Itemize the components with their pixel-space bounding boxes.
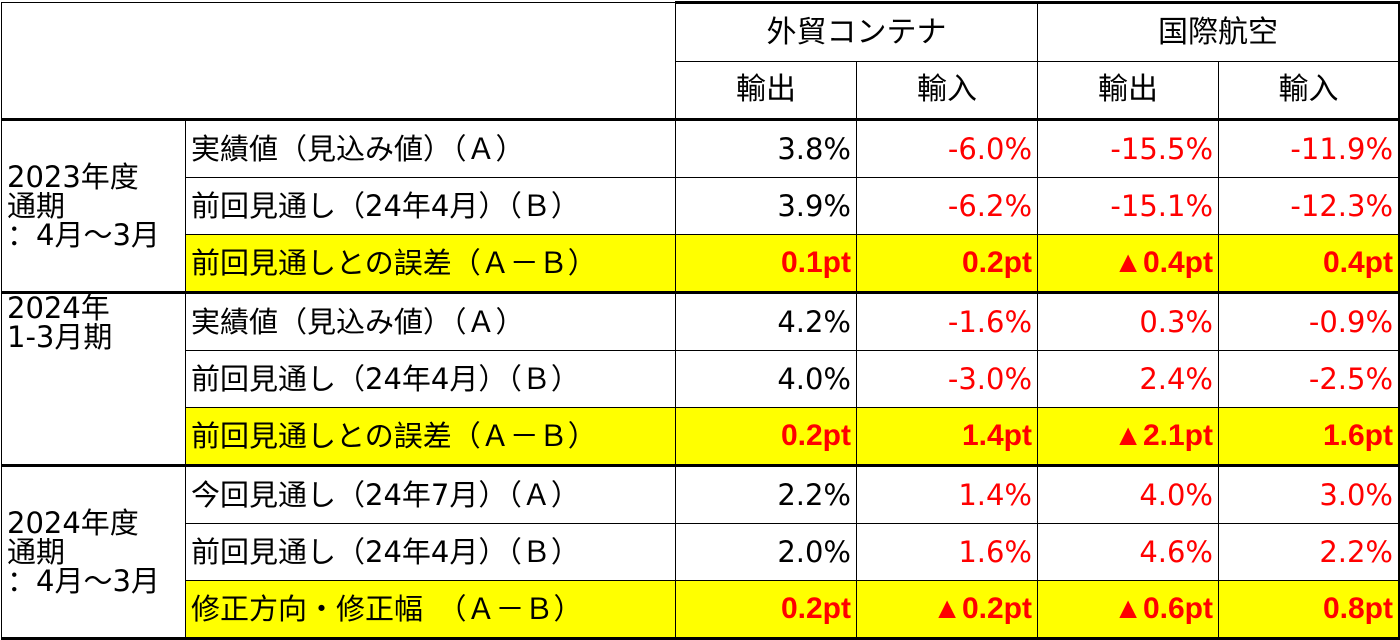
table-row-difference: 前回見通しとの誤差（Ａ－Ｂ） 0.1pt 0.2pt ▲0.4pt 0.4pt [2, 234, 1400, 293]
value-cell: -6.0% [856, 118, 1038, 178]
header-container-export: 輸出 [675, 61, 857, 120]
value-cell: 1.6% [856, 523, 1038, 581]
period-line: ：4月～3月 [7, 217, 160, 252]
diff-value-cell: 0.2pt [856, 234, 1038, 293]
row-label: 前回見通しとの誤差（Ａ－Ｂ） [185, 407, 676, 466]
value-cell: 3.9% [675, 177, 857, 235]
diff-value-cell: 0.2pt [675, 580, 857, 640]
period-line: 2024年度 [7, 505, 139, 540]
value-cell: 0.3% [1037, 291, 1219, 351]
diff-value-cell: 1.6pt [1218, 407, 1400, 466]
value-cell: -1.6% [856, 291, 1038, 351]
diff-value-cell: ▲0.2pt [856, 580, 1038, 640]
diff-value-cell: 1.4pt [856, 407, 1038, 466]
row-label: 前回見通しとの誤差（Ａ－Ｂ） [185, 234, 676, 293]
value-cell: 4.2% [675, 291, 857, 351]
value-cell: -0.9% [1218, 291, 1400, 351]
header-group-container: 外貿コンテナ [675, 1, 1038, 62]
table-row: 前回見通し（24年4月）（Ｂ） 3.9% -6.2% -15.1% -12.3% [2, 177, 1400, 235]
diff-value-cell: ▲2.1pt [1037, 407, 1219, 466]
value-cell: 2.0% [675, 523, 857, 581]
value-cell: 2.2% [1218, 523, 1400, 581]
header-group-air: 国際航空 [1037, 1, 1400, 62]
header-container-import: 輸入 [856, 61, 1038, 120]
value-cell: 3.8% [675, 118, 857, 178]
table-row: 2023年度 通期 ：4月～3月 実績値（見込み値）（Ａ） 3.8% -6.0%… [1, 118, 1400, 293]
value-cell: 4.6% [1037, 523, 1219, 581]
value-cell: -2.5% [1218, 350, 1400, 408]
table-row: 2024年 1-3月期 実績値（見込み値）（Ａ） 4.2% -1.6% 0.3%… [1, 291, 1400, 466]
value-cell: -12.3% [1218, 177, 1400, 235]
header-air-export: 輸出 [1037, 61, 1219, 120]
diff-value-cell: ▲0.4pt [1037, 234, 1219, 293]
table-row-difference: 修正方向・修正幅 （Ａ－Ｂ） 0.2pt ▲0.2pt ▲0.6pt 0.8pt [2, 580, 1400, 640]
period-line: 2023年度 [7, 159, 139, 194]
value-cell: -11.9% [1218, 118, 1400, 178]
value-cell: -3.0% [856, 350, 1038, 408]
row-label: 前回見通し（24年4月）（Ｂ） [185, 350, 676, 408]
value-cell: -15.1% [1037, 177, 1219, 235]
value-cell: 4.0% [675, 350, 857, 408]
value-cell: 1.4% [856, 464, 1038, 524]
value-cell: -15.5% [1037, 118, 1219, 178]
value-cell: -6.2% [856, 177, 1038, 235]
row-label: 前回見通し（24年4月）（Ｂ） [185, 523, 676, 581]
row-label: 実績値（見込み値）（Ａ） [185, 118, 676, 178]
row-label: 前回見通し（24年4月）（Ｂ） [185, 177, 676, 235]
diff-value-cell: 0.4pt [1218, 234, 1400, 293]
value-cell: 4.0% [1037, 464, 1219, 524]
table-row: 前回見通し（24年4月）（Ｂ） 4.0% -3.0% 2.4% -2.5% [2, 350, 1400, 408]
row-label: 今回見通し（24年7月）（Ａ） [185, 464, 676, 524]
period-line: 通期 [7, 188, 66, 223]
period-cell: 2023年度 通期 ：4月～3月 [1, 118, 186, 293]
value-cell: 2.4% [1037, 350, 1219, 408]
header-corner [1, 2, 676, 120]
period-line: 1-3月期 [7, 320, 113, 354]
diff-value-cell: 0.2pt [675, 407, 857, 466]
row-label: 修正方向・修正幅 （Ａ－Ｂ） [185, 580, 676, 640]
row-label: 実績値（見込み値）（Ａ） [185, 291, 676, 351]
diff-value-cell: ▲0.6pt [1037, 580, 1219, 640]
table-row: 前回見通し（24年4月）（Ｂ） 2.0% 1.6% 4.6% 2.2% [2, 523, 1400, 581]
diff-value-cell: 0.8pt [1218, 580, 1400, 640]
header-row-groups: 外貿コンテナ 国際航空 [1, 1, 1400, 120]
value-cell: 2.2% [675, 464, 857, 524]
period-line: 通期 [7, 534, 66, 569]
period-line: 2024年 [7, 292, 110, 325]
period-cell: 2024年度 通期 ：4月～3月 [1, 464, 186, 640]
table-row-difference: 前回見通しとの誤差（Ａ－Ｂ） 0.2pt 1.4pt ▲2.1pt 1.6pt [2, 407, 1400, 466]
header-air-import: 輸入 [1218, 61, 1400, 120]
period-cell: 2024年 1-3月期 [1, 291, 186, 466]
value-cell: 3.0% [1218, 464, 1400, 524]
period-line: ：4月～3月 [7, 563, 160, 598]
diff-value-cell: 0.1pt [675, 234, 857, 293]
table-row: 2024年度 通期 ：4月～3月 今回見通し（24年7月）（Ａ） 2.2% 1.… [1, 464, 1400, 640]
